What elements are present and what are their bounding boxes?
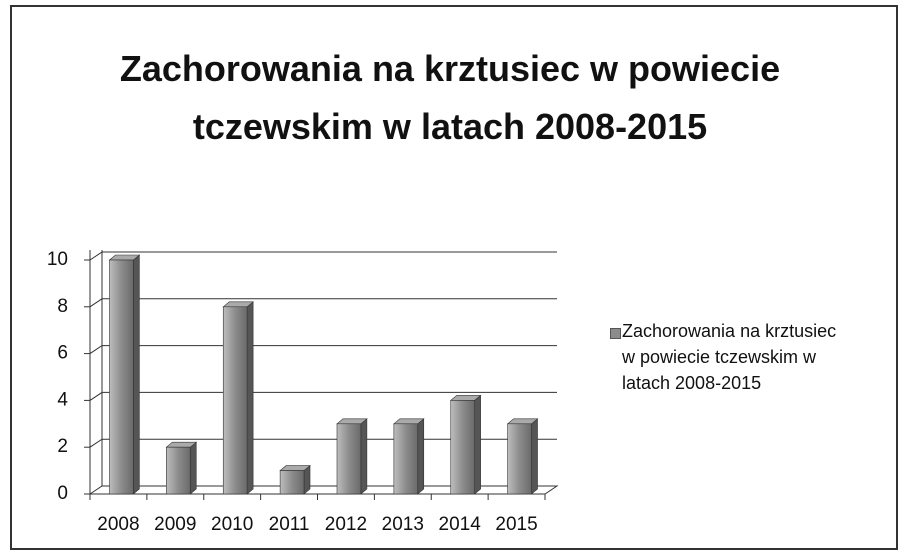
- chart-frame: [10, 5, 898, 550]
- bar: [222, 306, 248, 495]
- bar: [336, 423, 362, 495]
- grid-line: [89, 345, 557, 355]
- x-tick-label: 2013: [382, 514, 424, 535]
- legend-label: Zachorowania na krztusiec w powiecie tcz…: [622, 321, 837, 393]
- bar: [450, 400, 475, 495]
- bar: [166, 446, 191, 495]
- x-tick-label: 2010: [211, 514, 253, 535]
- y-tick-label: 8: [57, 296, 68, 317]
- y-tick-label: 4: [57, 389, 68, 410]
- floor: [90, 485, 559, 495]
- legend-key: [610, 328, 621, 339]
- legend: Zachorowania na krztusiec w powiecie tcz…: [610, 318, 854, 396]
- y-tick-label: 2: [57, 436, 68, 457]
- bar-side: [417, 418, 425, 495]
- bar-side: [189, 441, 197, 495]
- x-tick-label: 2014: [439, 514, 482, 535]
- bar-side: [133, 254, 140, 495]
- y-tick-label: 0: [57, 483, 68, 504]
- bar: [393, 423, 419, 495]
- bar-side: [246, 301, 254, 495]
- x-tick-label: 2009: [154, 514, 196, 535]
- grid-line: [89, 438, 557, 448]
- x-tick-label: 2011: [269, 514, 310, 535]
- chart-title: Zachorowania na krztusiec w powiecie tcz…: [119, 48, 781, 147]
- x-tick-label: 2015: [495, 514, 537, 535]
- bar-side: [474, 394, 481, 495]
- grid-line: [89, 391, 557, 401]
- grid-line: [89, 298, 557, 308]
- grid-line: [89, 485, 557, 495]
- bar: [507, 423, 532, 495]
- bar-side: [531, 418, 538, 495]
- y-tick-label: 10: [47, 249, 68, 270]
- y-tick-label: 6: [57, 343, 68, 364]
- bar-side: [360, 418, 368, 495]
- x-tick-label: 2012: [325, 514, 367, 535]
- bar: [279, 470, 305, 495]
- bar: [109, 259, 134, 495]
- x-tick-label: 2008: [97, 514, 139, 535]
- grid-line: [89, 251, 557, 261]
